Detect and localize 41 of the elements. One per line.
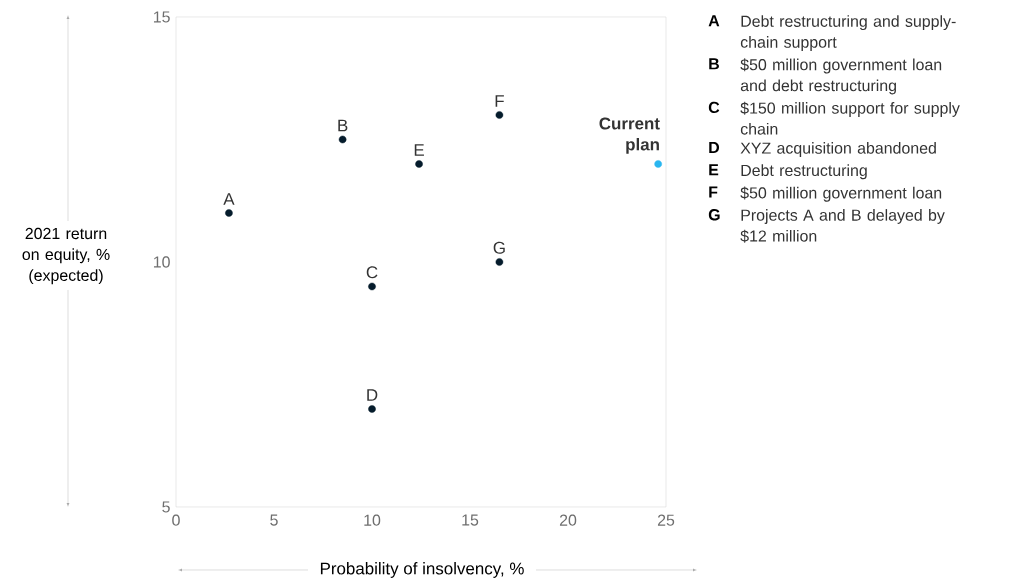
text: D — [709, 142, 720, 154]
annotation: Current plan — [599, 117, 660, 154]
text: A — [708, 15, 720, 27]
point — [368, 282, 376, 291]
x-tick-label: 25 — [657, 514, 675, 526]
text: $50 million government loan — [740, 186, 942, 202]
annotation: G — [493, 241, 505, 254]
text: $150 million support for supply chain — [740, 101, 960, 135]
point — [654, 160, 662, 168]
point — [415, 160, 423, 168]
annotation: E — [414, 144, 424, 156]
y-axis-title: 2021 return on equity, % (expected) — [22, 227, 110, 285]
x-tick-label: 0 — [172, 514, 180, 526]
y-tick-label: 15 — [153, 11, 170, 23]
y-tick-label: 5 — [162, 501, 170, 513]
x-axis-title: Probability of insolvency, % — [320, 562, 524, 578]
x-tick-label: 5 — [270, 514, 278, 526]
text: Projects A and B delayed by $12 million — [740, 209, 945, 243]
annotation: B — [338, 119, 348, 132]
x-tick-label: 10 — [364, 514, 381, 526]
annotation: F — [495, 95, 504, 107]
annotation: C — [366, 266, 378, 279]
point — [225, 209, 233, 217]
x-tick-label: 20 — [559, 514, 577, 526]
text: C — [708, 101, 720, 114]
text: F — [709, 186, 718, 198]
point — [368, 405, 376, 413]
text: E — [709, 164, 719, 176]
point — [338, 135, 347, 144]
text: $50 million government loan and debt restructuring — [740, 58, 942, 95]
text: Debt restructuring and supply-chain support — [740, 15, 956, 51]
point — [495, 258, 504, 266]
text: G — [708, 209, 720, 221]
x-tick-label: 15 — [462, 514, 479, 526]
text: Debt restructuring — [741, 164, 867, 180]
annotation: A — [223, 193, 235, 205]
y-tick-label: 10 — [153, 256, 170, 268]
annotation: D — [367, 389, 378, 401]
text: B — [709, 58, 719, 70]
point — [495, 111, 504, 119]
text: XYZ acquisition abandoned — [740, 142, 936, 157]
